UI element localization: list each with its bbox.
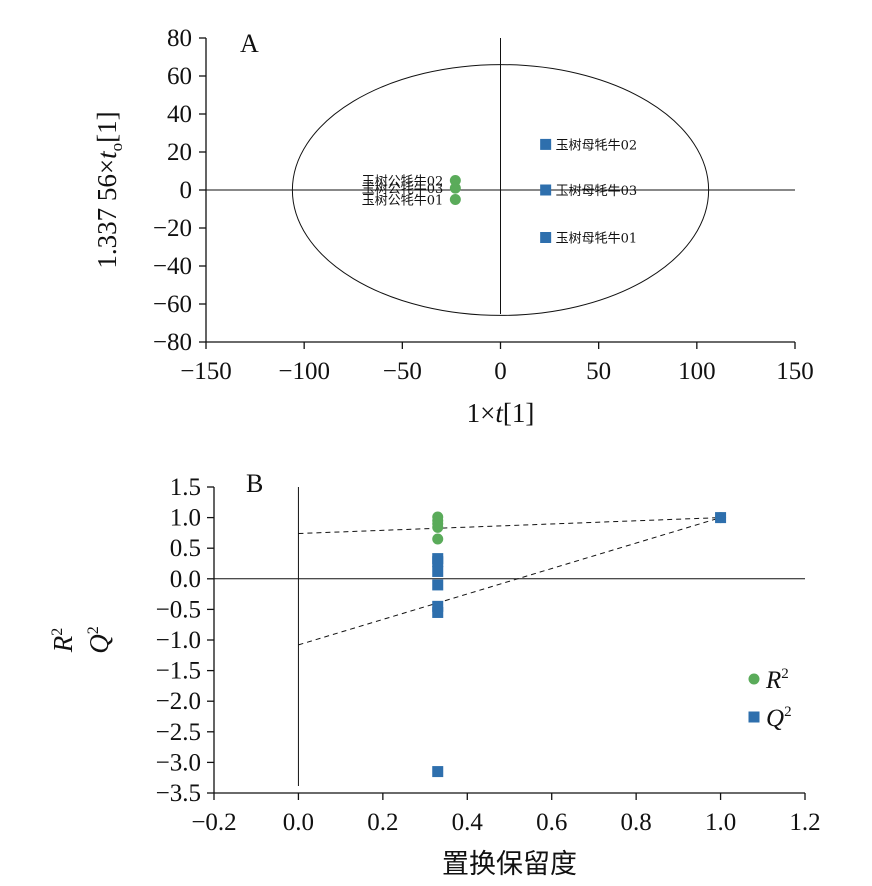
y-tick-label: 0.0 (170, 566, 201, 593)
legend-label: Q2 (766, 704, 792, 732)
x-tick-label: −0.2 (191, 809, 236, 836)
y-axis-label-part: o (107, 143, 126, 152)
y-axis-label-part: [1] (92, 111, 122, 142)
chart-panel-a: 80 60 40 20 0 −20 −40 −60 −80−150 −100 −50 0 50 100 15… (92, 25, 814, 428)
y-tick-label: −2.0 (156, 688, 201, 715)
y-axis-label: R2 (48, 628, 78, 654)
y-tick-label: 20 (167, 139, 192, 166)
y-axis-label-part: Q (84, 634, 114, 654)
data-point (432, 606, 444, 618)
x-tick-label: 0.6 (536, 809, 567, 836)
y-tick-label: −3.0 (156, 749, 201, 776)
y-tick-label: −3.5 (156, 780, 201, 807)
x-tick-label: 50 (586, 358, 611, 385)
confidence-ellipse (291, 64, 710, 316)
data-point (432, 521, 444, 533)
y-tick-label: 0 (180, 177, 193, 204)
y-tick-label: −20 (153, 215, 192, 242)
legend-label: R2 (765, 666, 789, 694)
y-tick-label: −1.0 (156, 627, 201, 654)
y-tick-label: −0.5 (156, 596, 201, 623)
data-point (449, 175, 461, 186)
y-tick-label: 0.5 (170, 535, 201, 562)
x-tick-label: 0 (494, 358, 507, 385)
point-label: 玉树母牦牛03 (556, 184, 638, 199)
y-tick-label: 60 (167, 63, 192, 90)
x-axis-label: 1×t[1] (467, 398, 535, 428)
y-axis-label: Q2 (84, 626, 114, 654)
point-label: 玉树公牦牛01 (362, 194, 444, 209)
data-point (540, 232, 552, 243)
y-tick-label: 40 (167, 101, 192, 128)
legend-marker (748, 711, 760, 723)
chart-panel-b: 1.5 1.0 0.5 0.0 −0.5 −1.0 −1.5 −2.0 −2.5 −3.0 −3.5… (48, 469, 821, 879)
x-tick-label: 1.0 (705, 809, 736, 836)
y-tick-label: 1.0 (170, 505, 201, 532)
panel-label: B (246, 469, 263, 498)
y-axis-label-part: t (92, 150, 122, 159)
data-point (432, 579, 444, 591)
point-label: 玉树母牦牛01 (556, 232, 638, 247)
point-label: 玉树公牦牛03 (362, 182, 444, 197)
y-tick-label: −2.5 (156, 719, 201, 746)
point-label: 玉树母牦牛02 (556, 138, 638, 153)
data-point (432, 556, 444, 568)
x-tick-label: 1.2 (789, 809, 820, 836)
y-tick-label: −40 (153, 253, 192, 280)
x-tick-label: −100 (278, 358, 330, 385)
y-tick-label: −1.5 (156, 658, 201, 685)
data-point (432, 565, 444, 577)
x-axis-label-part: t (495, 398, 504, 428)
data-point (432, 766, 444, 778)
point-label: 玉树公牦牛02 (362, 175, 444, 190)
x-tick-label: −150 (180, 358, 232, 385)
x-tick-label: 0.0 (283, 809, 314, 836)
data-point (432, 600, 444, 612)
regression-line (298, 517, 721, 535)
y-axis-label-part: R (48, 635, 78, 653)
legend-label-part: Q (766, 705, 784, 732)
x-tick-label: 0.4 (452, 809, 484, 836)
data-point (540, 184, 552, 196)
regression-line (298, 517, 721, 646)
y-tick-label: 1.5 (170, 474, 201, 501)
legend-marker (748, 673, 760, 685)
panel-label: A (240, 29, 259, 58)
y-tick-label: −60 (153, 291, 192, 318)
y-tick-label: 80 (167, 25, 192, 52)
x-tick-label: −50 (383, 358, 422, 385)
legend-label-part: 2 (784, 704, 792, 720)
y-tick-label: −80 (153, 329, 192, 356)
y-axis-label: 1.337 56×to[1] (92, 111, 126, 268)
y-axis-label-part: 1.337 56× (92, 159, 122, 269)
x-tick-label: 150 (776, 358, 814, 385)
data-point (449, 194, 461, 205)
data-point (432, 533, 444, 545)
x-axis-label-part: 1× (467, 398, 496, 428)
x-axis-label: 置换保留度 (442, 849, 577, 879)
x-axis-label-part: [1] (503, 398, 534, 428)
y-axis-label-part: 2 (85, 626, 102, 634)
y-axis-label-part: 2 (49, 628, 66, 636)
legend-label-part: 2 (781, 666, 789, 682)
x-tick-label: 100 (678, 358, 716, 385)
data-point (715, 512, 727, 524)
data-point (449, 182, 461, 194)
x-tick-label: 0.2 (367, 809, 398, 836)
x-tick-label: 0.8 (621, 809, 652, 836)
data-point (540, 138, 552, 150)
legend-label-part: R (765, 667, 781, 694)
